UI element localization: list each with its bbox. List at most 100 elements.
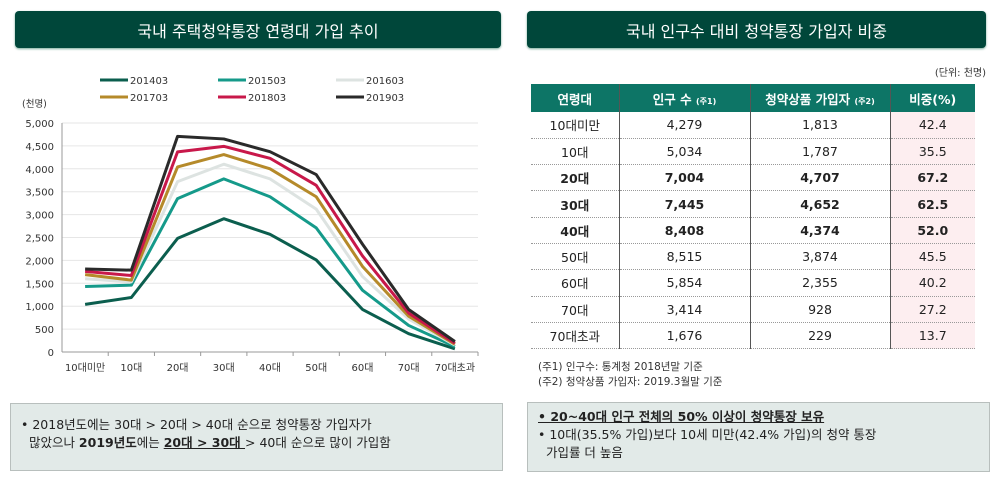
unit-label: (단위: 천명) xyxy=(934,68,986,79)
x-tick-label: 70대초과 xyxy=(435,362,475,374)
data-table: 연령대 인구 수 (주1) 청약상품 가입자 (주2) 비중(%) 10대미만 4,27… xyxy=(531,84,975,350)
legend-label: 201503 xyxy=(248,76,286,87)
left-panel-title: 국내 주택청약통장 연령대 가입 추이 xyxy=(15,11,501,48)
legend-label: 201803 xyxy=(248,93,286,104)
y-tick-label: 3,500 xyxy=(25,188,54,199)
header-label: 청약상품 가입자 xyxy=(765,91,855,107)
table-cell: 3,414 xyxy=(619,296,751,323)
table-row: 60대 5,854 2,355 40.2 xyxy=(531,269,975,297)
series-line-201403 xyxy=(84,217,456,351)
legend-label: 201703 xyxy=(130,93,168,104)
table-row: 50대 8,515 3,874 45.5 xyxy=(531,243,975,271)
table-cell: 40대 xyxy=(531,217,620,244)
x-tick-label: 40대 xyxy=(259,362,281,374)
series-line-201803 xyxy=(84,144,456,345)
table-cell: 67.2 xyxy=(890,164,975,192)
series-line-201503 xyxy=(85,177,456,348)
table-cell: 30대 xyxy=(531,190,620,218)
table-cell: 3,874 xyxy=(750,243,891,271)
table-cell: 10대미만 xyxy=(531,112,620,139)
table-row: 10대 5,034 1,787 35.5 xyxy=(531,138,975,166)
table-cell: 4,279 xyxy=(619,112,751,139)
table-row: 40대 8,408 4,374 52.0 xyxy=(531,217,975,244)
table-cell: 1,676 xyxy=(619,322,751,350)
y-tick-label: 4,000 xyxy=(25,165,54,176)
table-cell: 1,813 xyxy=(750,112,891,139)
y-tick-label: 5,000 xyxy=(25,119,54,130)
summary-segment: 많았으나 xyxy=(21,435,79,450)
right-panel-title: 국내 인구수 대비 청약통장 가입자 비중 xyxy=(527,11,986,48)
table-cell: 50대 xyxy=(531,243,620,271)
line-chart: 0 500 1,000 1,500 2,000 2,500 3,000 3,500 4,000 4… xyxy=(22,76,479,374)
table-cell: 928 xyxy=(750,296,891,323)
header-label: 연령대 xyxy=(557,91,592,107)
y-tick-label: 1,000 xyxy=(25,302,54,313)
right-summary-box: • 20~40대 인구 전체의 50% 이상이 청약통장 보유 • 10대(35… xyxy=(527,402,990,472)
header-note: (주1) xyxy=(695,96,717,106)
legend-label: 201903 xyxy=(366,93,404,104)
table-cell: 8,408 xyxy=(619,217,751,244)
left-summary-box: • 2018년도에는 30대 > 20대 > 40대 순으로 청약통장 가입자가… xyxy=(10,403,503,471)
column-header: 연령대 xyxy=(531,84,620,112)
summary-headline: • 20~40대 인구 전체의 50% 이상이 청약통장 보유 xyxy=(538,409,825,424)
summary-segment: • 2018년도에는 30대 > 20대 > 40대 순으로 청약통장 가입자가 xyxy=(21,417,372,432)
column-header: 청약상품 가입자 (주2) xyxy=(750,84,891,112)
table-row: 20대 7,004 4,707 67.2 xyxy=(531,164,975,192)
note-1: (주1) 인구수: 통계청 2018년말 기준 xyxy=(538,361,703,373)
y-tick-label: 1,500 xyxy=(25,279,54,290)
x-tick-label: 20대 xyxy=(167,362,189,374)
header-note: (주2) xyxy=(854,96,875,106)
table-cell: 42.4 xyxy=(890,112,975,139)
y-tick-label: 0 xyxy=(48,348,54,359)
summary-segment: > 40대 순으로 많이 가입함 xyxy=(245,435,391,450)
table-cell: 70대 xyxy=(531,296,620,323)
table-cell: 4,652 xyxy=(750,190,891,218)
table-cell: 45.5 xyxy=(890,243,975,271)
summary-line: 가입률 더 높음 xyxy=(538,445,623,460)
table-cell: 20대 xyxy=(531,164,620,192)
table-row: 10대미만 4,279 1,813 42.4 xyxy=(531,112,975,139)
table-cell: 5,854 xyxy=(619,269,751,297)
y-tick-label: 3,000 xyxy=(25,211,54,222)
table-cell: 52.0 xyxy=(890,217,975,244)
table-cell: 62.5 xyxy=(890,190,975,218)
y-tick-label: 2,000 xyxy=(25,256,54,267)
table-cell: 4,707 xyxy=(750,164,891,192)
y-axis-unit: (천명) xyxy=(22,99,47,110)
table-cell: 2,355 xyxy=(750,269,891,297)
table-cell: 35.5 xyxy=(890,138,975,166)
y-tick-label: 2,500 xyxy=(25,234,54,245)
table-cell: 5,034 xyxy=(619,138,751,166)
x-tick-label: 30대 xyxy=(213,362,235,374)
y-tick-label: 500 xyxy=(35,325,54,336)
legend-label: 201403 xyxy=(130,76,168,87)
legend-label: 201603 xyxy=(366,76,404,87)
x-tick-label: 10대미만 xyxy=(65,362,105,374)
header-label: 비중(%) xyxy=(909,91,957,107)
column-header: 비중(%) xyxy=(890,84,975,112)
table-notes: (주1) 인구수: 통계청 2018년말 기준 (주2) 청약상품 가입자: 2… xyxy=(538,360,722,390)
summary-segment: 2019년도 xyxy=(78,435,137,450)
table-cell: 40.2 xyxy=(890,269,975,297)
table-cell: 70대초과 xyxy=(531,322,620,350)
x-tick-label: 60대 xyxy=(351,362,373,374)
table-cell: 229 xyxy=(750,322,891,350)
table-cell: 7,445 xyxy=(619,190,751,218)
note-2: (주2) 청약상품 가입자: 2019.3월말 기준 xyxy=(538,376,723,388)
table-cell: 4,374 xyxy=(750,217,891,244)
x-tick-label: 10대 xyxy=(120,362,142,374)
left-summary-text: • 2018년도에는 30대 > 20대 > 40대 순으로 청약통장 가입자가… xyxy=(21,416,492,452)
table-cell: 27.2 xyxy=(890,296,975,323)
summary-segment: 에는 xyxy=(136,435,164,450)
series-line-201703 xyxy=(84,153,456,346)
table-row: 70대초과 1,676 229 13.7 xyxy=(531,322,975,350)
table-cell: 10대 xyxy=(531,138,620,166)
x-tick-label: 70대 xyxy=(398,362,420,374)
series-line-201903 xyxy=(85,134,456,343)
table-row: 70대 3,414 928 27.2 xyxy=(531,296,975,323)
y-tick-label: 4,500 xyxy=(25,142,54,153)
table-cell: 7,004 xyxy=(619,164,751,192)
table-cell: 13.7 xyxy=(890,322,975,350)
table-cell: 8,515 xyxy=(619,243,751,271)
summary-line: • 10대(35.5% 가입)보다 10세 미만(42.4% 가입)의 청약 통… xyxy=(538,427,877,442)
